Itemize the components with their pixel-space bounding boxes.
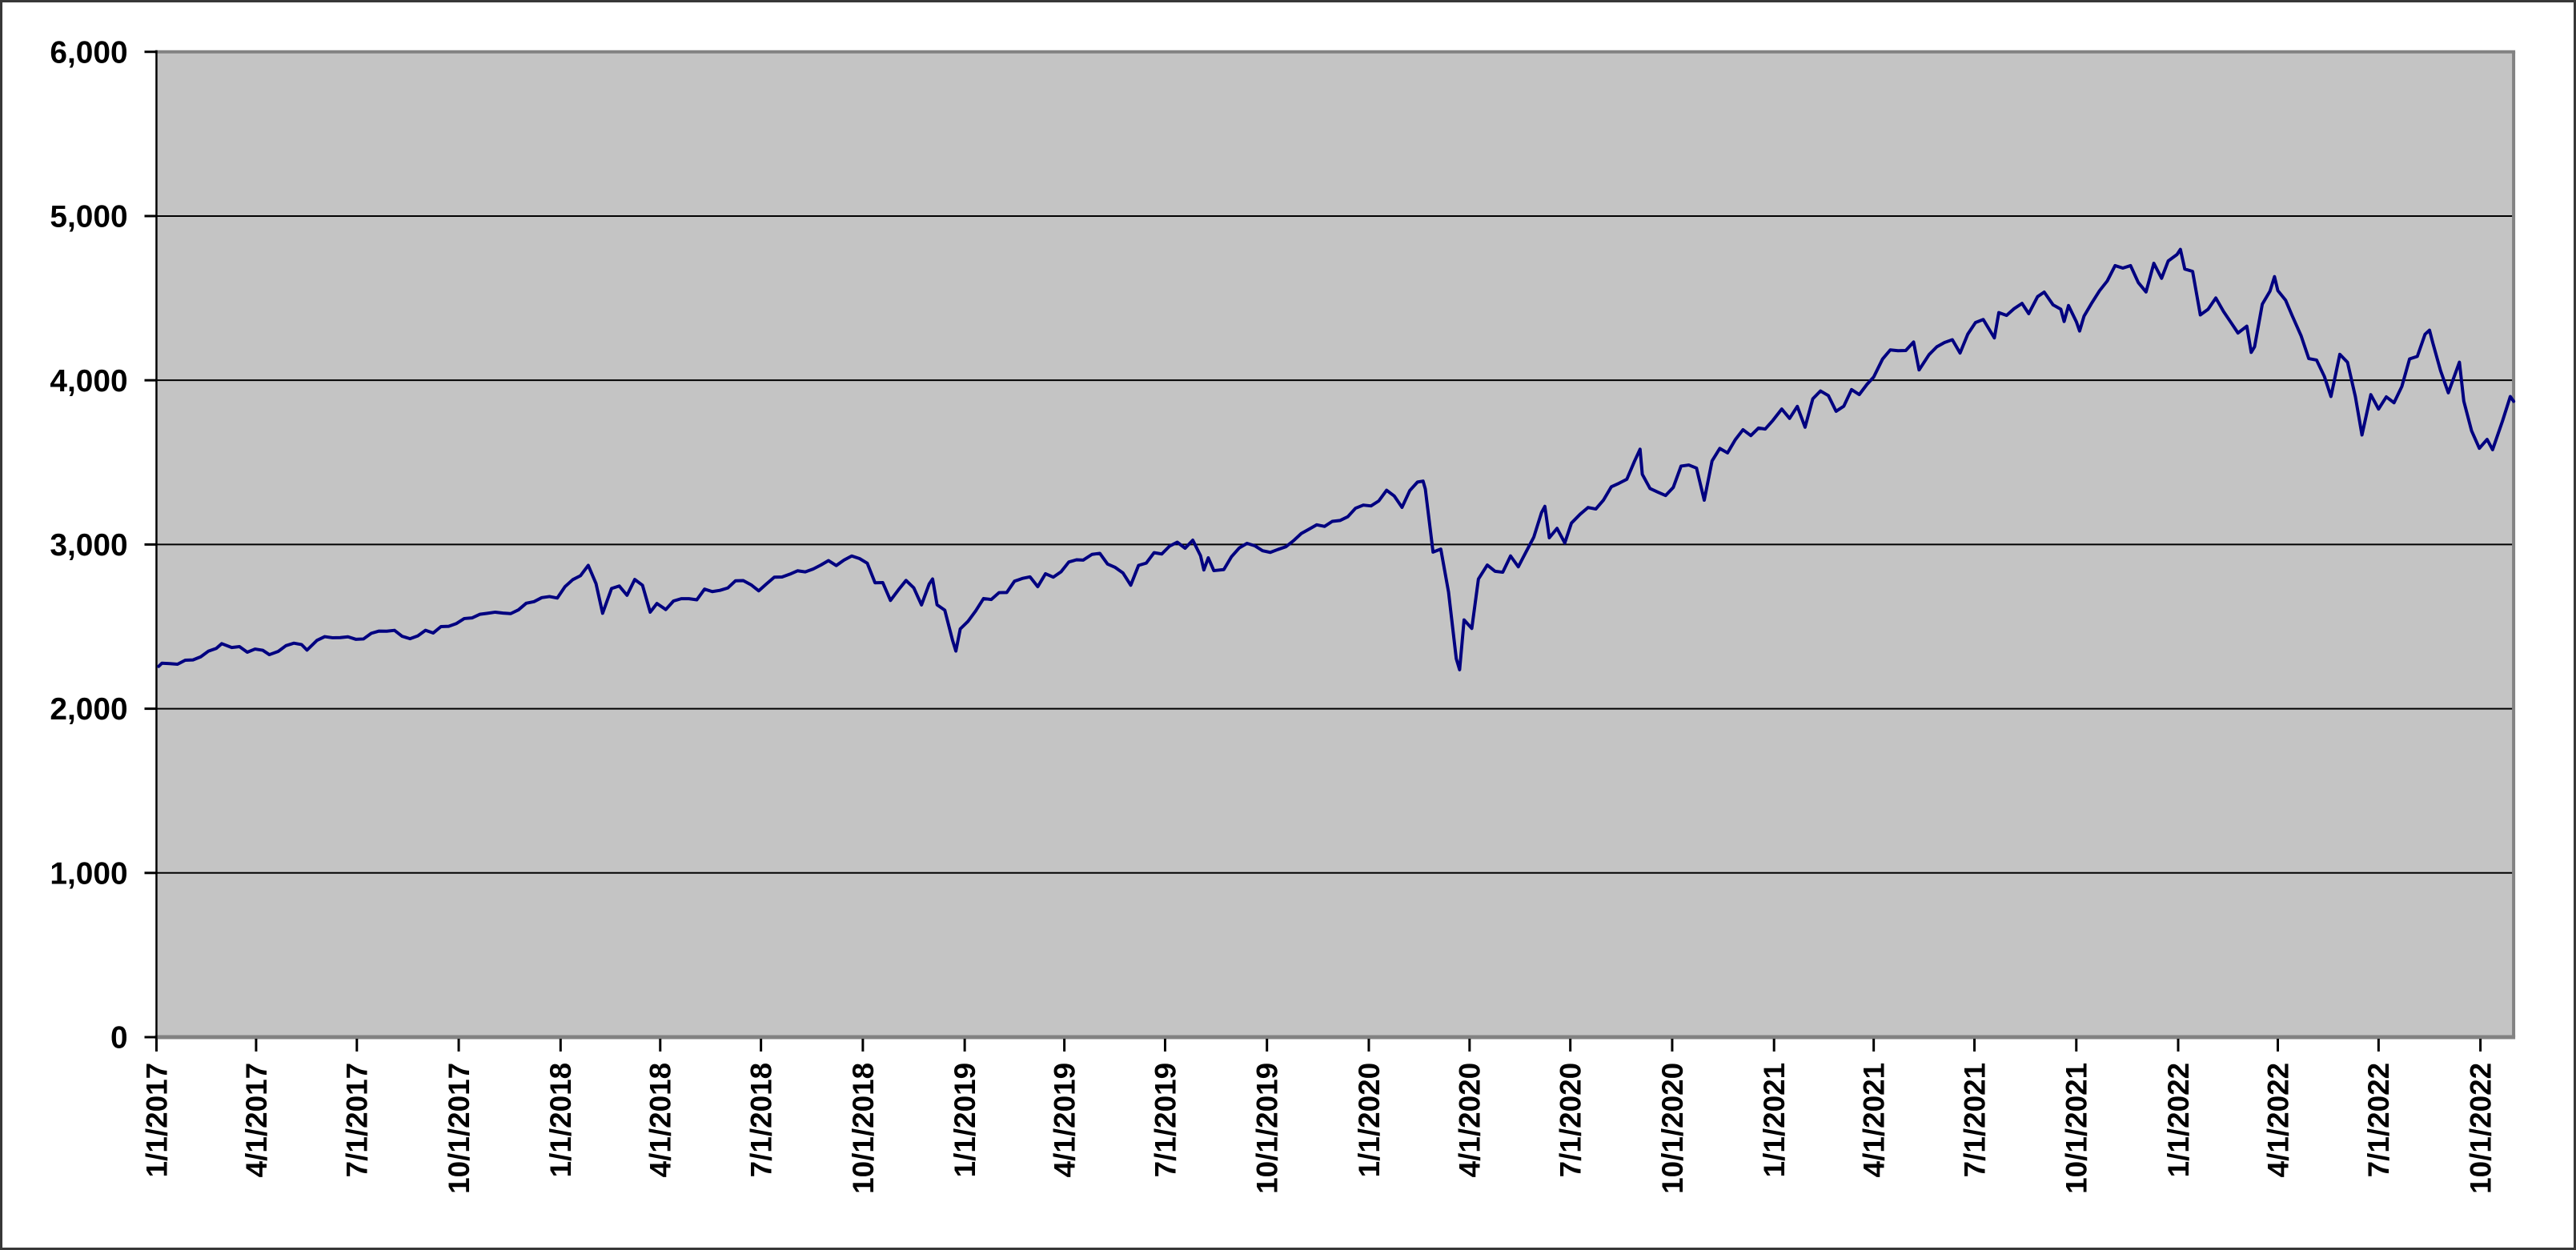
x-axis-tick-label: 10/1/2020 [1656, 1063, 1689, 1194]
y-axis-tick-label: 2,000 [50, 692, 127, 727]
x-axis-tick-label: 10/1/2022 [2465, 1063, 2498, 1194]
x-axis-tick-label: 4/1/2020 [1454, 1063, 1487, 1177]
y-axis-tick-label: 3,000 [50, 528, 127, 563]
x-axis-tick-label: 4/1/2021 [1858, 1063, 1891, 1177]
x-axis-tick-label: 1/1/2019 [949, 1063, 981, 1177]
x-axis-tick-label: 7/1/2019 [1149, 1063, 1182, 1177]
x-axis-tick-label: 10/1/2018 [847, 1063, 880, 1194]
x-axis-tick-label: 10/1/2019 [1251, 1063, 1284, 1194]
x-axis-tick-label: 7/1/2018 [745, 1063, 778, 1177]
x-axis-tick-label: 7/1/2017 [341, 1063, 374, 1177]
x-axis-tick-label: 4/1/2018 [644, 1063, 677, 1177]
x-axis-tick-label: 1/1/2021 [1758, 1063, 1791, 1177]
price-line [157, 247, 2516, 671]
x-axis-tick-label: 7/1/2021 [1958, 1063, 1991, 1177]
x-axis-tick-label: 1/1/2017 [140, 1063, 173, 1177]
x-axis-tick-label: 7/1/2020 [1555, 1063, 1587, 1177]
y-axis-tick-label: 6,000 [50, 35, 127, 70]
x-axis-tick-label: 1/1/2020 [1353, 1063, 1386, 1177]
x-axis-tick-label: 4/1/2019 [1049, 1063, 1081, 1177]
x-axis-tick-label: 4/1/2017 [240, 1063, 273, 1177]
x-axis-tick-label: 1/1/2022 [2162, 1063, 2195, 1177]
x-axis-tick-label: 4/1/2022 [2261, 1063, 2294, 1177]
x-axis-tick-label: 10/1/2021 [2060, 1063, 2093, 1194]
y-axis-tick-label: 4,000 [50, 364, 127, 399]
y-axis-tick-label: 5,000 [50, 200, 127, 234]
x-axis-tick-label: 10/1/2017 [443, 1063, 475, 1194]
y-axis-tick-label: 1,000 [50, 856, 127, 891]
y-axis-tick-label: 0 [110, 1021, 128, 1056]
x-axis-tick-label: 1/1/2018 [544, 1063, 577, 1177]
x-axis-tick-label: 7/1/2022 [2362, 1063, 2395, 1177]
